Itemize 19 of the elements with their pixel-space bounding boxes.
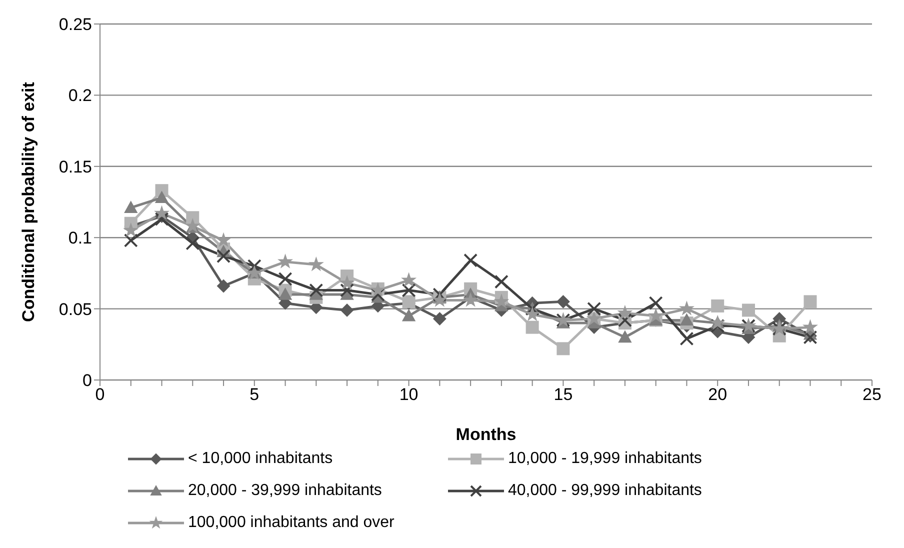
y-tick-label: 0.1 (68, 228, 92, 248)
legend-label: < 10,000 inhabitants (188, 450, 333, 468)
y-tick-label: 0.05 (58, 300, 92, 319)
x-tick-label: 10 (399, 385, 418, 404)
y-tick-label: 0.25 (58, 15, 92, 34)
y-tick-label: 0 (82, 371, 92, 390)
x-tick-label: 15 (554, 385, 573, 404)
x-tick-label: 25 (862, 385, 882, 404)
y-tick-label: 0.15 (58, 157, 92, 176)
x-axis-title: Months (456, 425, 516, 444)
legend-label: 10,000 - 19,999 inhabitants (508, 450, 702, 468)
x-tick-label: 5 (250, 385, 260, 404)
x-tick-label: 20 (708, 385, 728, 404)
legend-label: 40,000 - 99,999 inhabitants (508, 482, 702, 500)
legend-label: 100,000 inhabitants and over (188, 514, 394, 532)
y-tick-label: 0.2 (68, 86, 92, 106)
x-tick-label: 0 (95, 385, 105, 404)
y-axis-title: Conditional probability of exit (19, 82, 38, 322)
legend-label: 20,000 - 39,999 inhabitants (188, 482, 382, 500)
